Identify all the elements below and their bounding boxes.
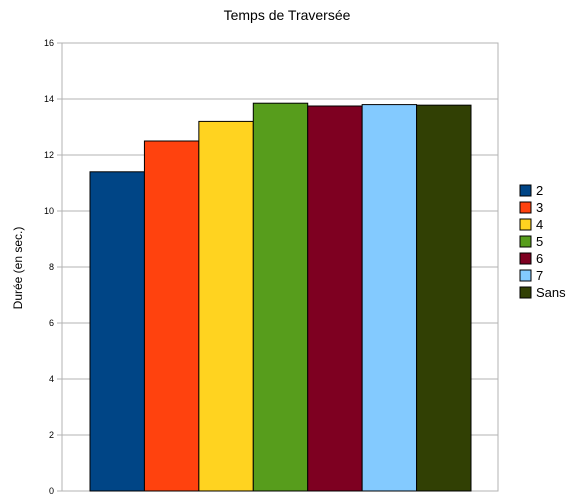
bar-series-7 <box>361 104 418 492</box>
legend-label: 4 <box>536 217 543 232</box>
bars <box>89 102 472 492</box>
y-tick-label: 14 <box>44 94 54 104</box>
y-tick-label: 12 <box>44 150 54 160</box>
y-tick-label: 2 <box>49 430 54 440</box>
bar-series-6 <box>307 105 363 492</box>
chart-title: Temps de Traversée <box>224 7 351 23</box>
y-tick-label: 8 <box>49 262 54 272</box>
legend-label: 7 <box>536 268 543 283</box>
bar-series-sans <box>416 104 472 492</box>
bar-series-3 <box>143 140 200 492</box>
legend-swatch <box>519 252 532 265</box>
legend-swatch <box>519 286 532 299</box>
bar-series-2 <box>89 171 145 492</box>
legend-label: Sans <box>536 285 566 300</box>
bar-series-5 <box>252 102 309 492</box>
y-tick-label: 4 <box>49 374 54 384</box>
legend-swatch <box>519 235 532 248</box>
legend-swatch <box>519 269 532 282</box>
legend-label: 2 <box>536 183 543 198</box>
y-tick-label: 10 <box>44 206 54 216</box>
bar-series-4 <box>198 120 254 492</box>
y-axis-label: Durée (en sec.) <box>11 227 25 310</box>
y-axis-ticks: 0 2 4 6 8 10 12 14 16 <box>44 38 62 495</box>
y-tick-label: 0 <box>49 486 54 495</box>
y-tick-label: 6 <box>49 318 54 328</box>
legend-label: 5 <box>536 234 543 249</box>
legend-swatch <box>519 218 532 231</box>
legend-swatch <box>519 201 532 214</box>
legend-label: 6 <box>536 251 543 266</box>
legend-swatch <box>519 184 532 197</box>
legend-label: 3 <box>536 200 543 215</box>
y-tick-label: 16 <box>44 38 54 48</box>
legend: 2 3 4 5 6 7 Sans <box>519 183 566 300</box>
